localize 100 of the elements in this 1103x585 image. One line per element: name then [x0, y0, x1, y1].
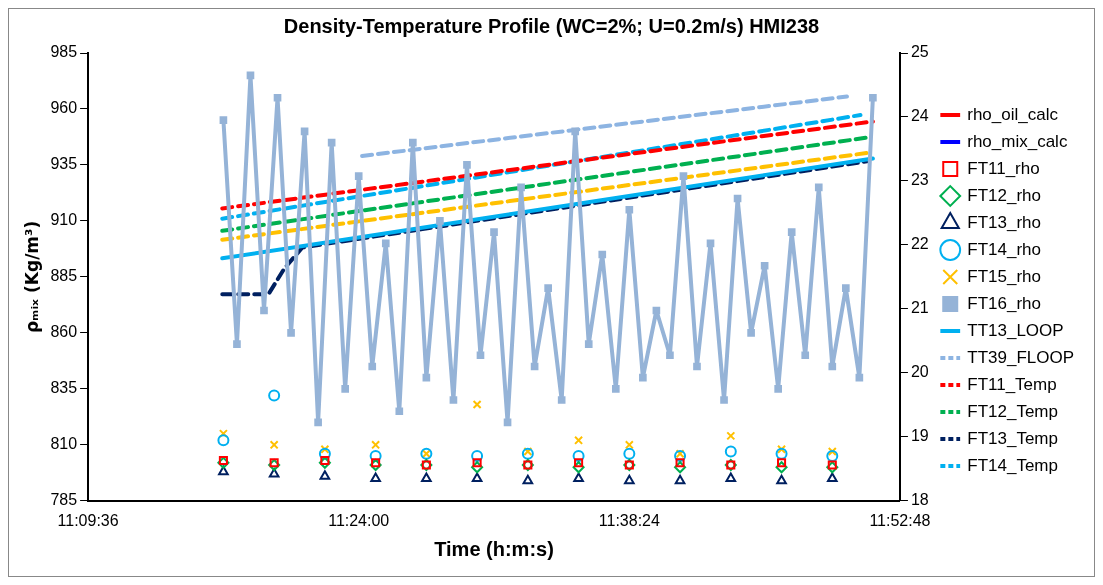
point [625, 205, 634, 214]
point [842, 284, 850, 292]
y2-tick-label: 22 [910, 235, 929, 253]
point [320, 444, 330, 454]
point [395, 407, 404, 416]
legend-label: FT16_rho [967, 293, 1041, 313]
point [573, 472, 584, 482]
point [624, 440, 634, 450]
legend-label: FT12_rho [967, 185, 1041, 205]
point [611, 385, 620, 393]
point [381, 239, 390, 248]
point [776, 474, 787, 485]
legend-label: FT12_Temp [967, 401, 1058, 421]
legend-label: TT39_FLOOP [967, 347, 1075, 367]
point [574, 458, 584, 468]
point [471, 461, 484, 474]
point [777, 458, 787, 468]
point [319, 470, 331, 480]
y2-tick-label: 23 [910, 171, 929, 189]
point [869, 93, 877, 102]
point [449, 396, 458, 404]
y-axis-title: ρₘᵢₓ (Kg/m³) [21, 220, 42, 334]
point [598, 250, 607, 259]
point [624, 474, 635, 485]
y-tick-label: 860 [50, 323, 78, 341]
legend-label: FT13_Temp [967, 428, 1058, 448]
point [693, 362, 701, 371]
point [679, 172, 688, 180]
point [436, 217, 444, 225]
point [318, 447, 331, 460]
point [268, 467, 280, 478]
point [774, 385, 782, 393]
legend-label: FT13_rho [967, 212, 1041, 232]
x-tick-label: 11:09:36 [57, 511, 119, 529]
point [828, 362, 837, 371]
point [354, 172, 363, 180]
point [747, 329, 755, 337]
legend-label: rho_oil_calc [967, 104, 1059, 124]
point [476, 351, 485, 360]
point [269, 440, 279, 450]
point [341, 385, 350, 393]
legend-label: FT11_Temp [967, 374, 1057, 394]
y-tick-label: 935 [50, 155, 78, 173]
point [572, 461, 585, 474]
y-tick-label: 985 [50, 43, 78, 61]
point [674, 450, 687, 463]
point [370, 472, 381, 482]
point [287, 329, 295, 337]
point [775, 447, 788, 460]
point [674, 474, 686, 485]
legend-label: FT11_rho [967, 158, 1040, 178]
point [517, 183, 525, 192]
point [725, 472, 737, 482]
point [571, 127, 580, 136]
point [218, 429, 228, 439]
point [268, 389, 281, 402]
point [724, 445, 737, 458]
y2-tick-label: 18 [910, 491, 929, 509]
point [544, 284, 552, 292]
point [368, 362, 377, 371]
legend-label: FT14_rho [967, 239, 1041, 259]
y2-tick-label: 19 [910, 427, 929, 445]
point [814, 183, 823, 192]
point [827, 460, 837, 470]
point [233, 340, 241, 348]
point [574, 435, 584, 445]
point [409, 138, 417, 147]
point [623, 447, 636, 460]
point [371, 440, 381, 450]
point [775, 461, 788, 474]
point [217, 434, 230, 447]
y-tick-label: 835 [50, 379, 78, 397]
point [826, 461, 839, 474]
point [471, 450, 484, 463]
y2-tick-label: 20 [910, 363, 929, 381]
point [260, 306, 268, 315]
point [522, 474, 534, 485]
point [218, 465, 229, 476]
y-tick-label: 885 [50, 267, 78, 285]
chart-title: Density-Temperature Profile (WC=2%; U=0.2m/s) HMI238 [283, 14, 820, 37]
y-tick-label: 910 [50, 211, 78, 229]
y-tick-label: 785 [50, 491, 78, 509]
point [706, 239, 715, 248]
point [472, 458, 482, 468]
point [760, 261, 769, 270]
y2-tick-label: 24 [910, 107, 929, 125]
point [801, 351, 810, 360]
point [674, 461, 687, 474]
x-axis-title: Time (h:m:s) [434, 537, 554, 560]
point [666, 351, 674, 360]
point [421, 472, 432, 482]
point [314, 418, 322, 427]
point [273, 93, 282, 102]
point [726, 431, 736, 441]
point [472, 399, 482, 410]
point [720, 396, 728, 404]
y2-tick-label: 25 [910, 43, 929, 61]
point [639, 373, 647, 382]
x-tick-label: 11:24:00 [328, 511, 390, 529]
y-tick-label: 810 [50, 435, 78, 453]
